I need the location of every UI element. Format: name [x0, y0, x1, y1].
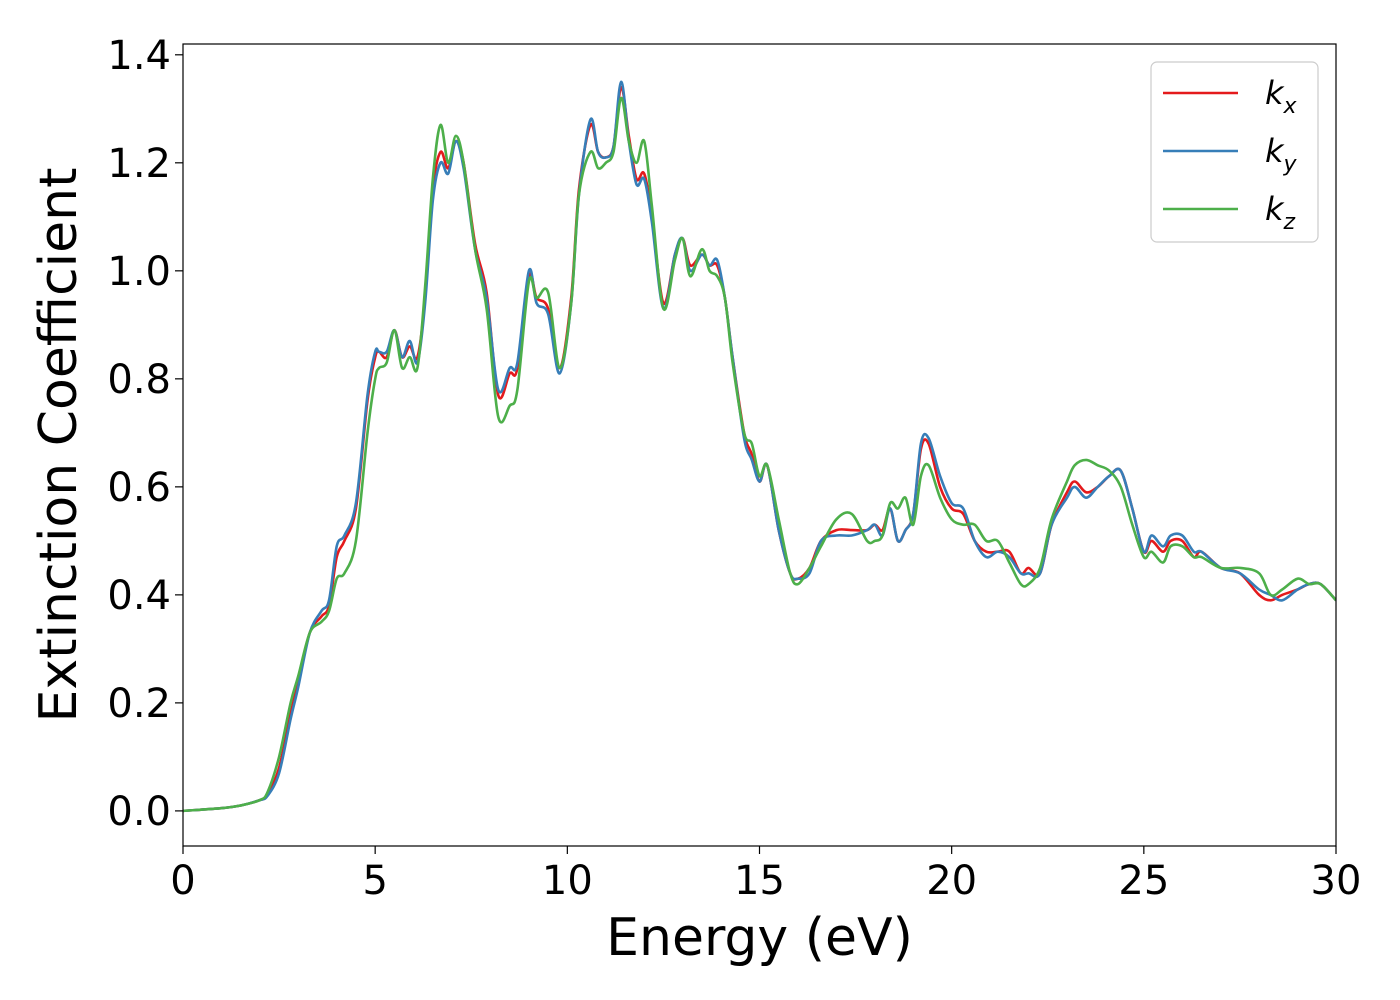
- y-tick-label: 0.8: [107, 357, 171, 403]
- x-tick-label: 5: [362, 858, 387, 904]
- y-tick-label: 1.4: [107, 33, 171, 79]
- y-axis-title: Extinction Coefficient: [29, 168, 89, 723]
- y-tick-label: 1.0: [107, 249, 171, 295]
- y-tick-label: 0.6: [107, 465, 171, 511]
- y-tick-label: 0.0: [107, 789, 171, 835]
- y-tick-label: 1.2: [107, 141, 171, 187]
- x-tick-label: 15: [734, 858, 785, 904]
- x-tick-label: 25: [1118, 858, 1169, 904]
- y-tick-label: 0.2: [107, 681, 171, 727]
- legend-label-y: ky: [1265, 132, 1298, 177]
- x-tick-label: 20: [926, 858, 977, 904]
- legend-label-x: kx: [1265, 74, 1298, 119]
- series-lines: [183, 80, 1336, 813]
- y-tick-label: 0.4: [107, 573, 171, 619]
- x-tick-label: 30: [1311, 858, 1362, 904]
- axis-ticks: 0 5 10 15 20 25 30 0.0 0.2 0.4 0.6 0.8 1.0 1.2 1.4: [107, 33, 1361, 904]
- series-line-z: [183, 96, 1336, 813]
- x-tick-label: 10: [542, 858, 593, 904]
- x-axis-title: Energy (eV): [606, 908, 913, 968]
- x-tick-label: 0: [170, 858, 195, 904]
- legend-label-z: kz: [1265, 190, 1296, 235]
- legend: kx ky kz: [1150, 61, 1319, 243]
